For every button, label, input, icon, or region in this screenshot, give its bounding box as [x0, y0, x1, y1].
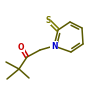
- Text: O: O: [18, 43, 24, 52]
- Text: S: S: [45, 16, 51, 24]
- Text: N: N: [51, 41, 57, 50]
